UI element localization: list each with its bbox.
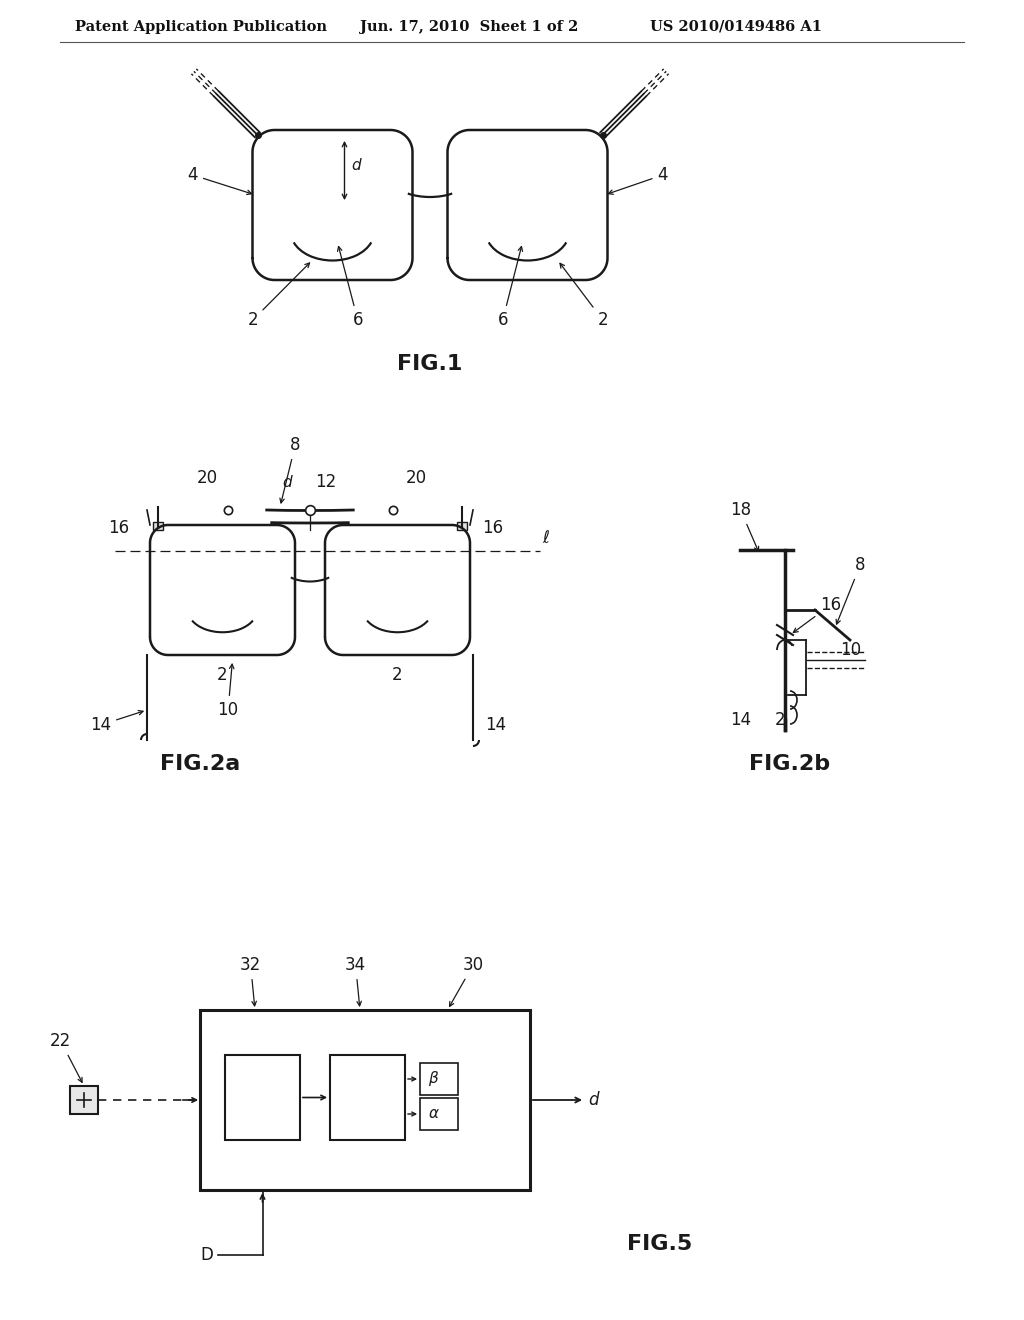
Bar [200, 1010, 530, 1191]
Text: 4: 4 [608, 166, 668, 194]
Text: $\beta$: $\beta$ [428, 1069, 439, 1089]
Text: FIG.2a: FIG.2a [160, 754, 240, 774]
Text: d: d [282, 475, 292, 490]
Text: 4: 4 [187, 166, 252, 194]
Text: 2: 2 [248, 263, 309, 329]
Text: 18: 18 [730, 502, 759, 552]
Text: 8: 8 [280, 436, 300, 503]
Bar [457, 521, 467, 531]
Text: 2: 2 [560, 263, 608, 329]
Bar [420, 1098, 458, 1130]
Text: 2: 2 [775, 711, 785, 729]
Text: 16: 16 [482, 519, 503, 537]
Text: d: d [351, 158, 361, 173]
Text: Jun. 17, 2010  Sheet 1 of 2: Jun. 17, 2010 Sheet 1 of 2 [360, 20, 579, 34]
Text: 20: 20 [406, 469, 427, 487]
Text: 32: 32 [240, 956, 261, 1006]
Text: 34: 34 [345, 956, 367, 1006]
Text: FIG.1: FIG.1 [397, 354, 463, 374]
Text: 14: 14 [485, 715, 506, 734]
Text: d: d [588, 1092, 598, 1109]
Text: 10: 10 [840, 642, 861, 659]
Bar [225, 1055, 300, 1140]
Bar [420, 1063, 458, 1096]
Text: 22: 22 [50, 1032, 82, 1082]
Text: 6: 6 [498, 247, 522, 329]
Text: FIG.2b: FIG.2b [750, 754, 830, 774]
Text: 8: 8 [837, 556, 865, 624]
Text: 20: 20 [197, 469, 217, 487]
Text: 12: 12 [315, 473, 336, 491]
Text: 14: 14 [730, 711, 752, 729]
Text: $\alpha$: $\alpha$ [428, 1106, 440, 1122]
Bar [153, 521, 163, 531]
Text: Patent Application Publication: Patent Application Publication [75, 20, 327, 34]
Text: $\ell$: $\ell$ [542, 529, 550, 546]
Text: 2: 2 [392, 667, 402, 684]
Text: 16: 16 [794, 597, 841, 632]
Bar [70, 1086, 98, 1114]
Text: US 2010/0149486 A1: US 2010/0149486 A1 [650, 20, 822, 34]
Text: FIG.5: FIG.5 [628, 1234, 692, 1254]
Bar [330, 1055, 406, 1140]
Text: 10: 10 [217, 664, 239, 719]
Text: 16: 16 [108, 519, 129, 537]
Text: 14: 14 [90, 710, 143, 734]
Text: 30: 30 [450, 956, 483, 1006]
Text: 2: 2 [217, 667, 227, 684]
Text: 6: 6 [338, 247, 362, 329]
Text: D: D [201, 1246, 213, 1265]
